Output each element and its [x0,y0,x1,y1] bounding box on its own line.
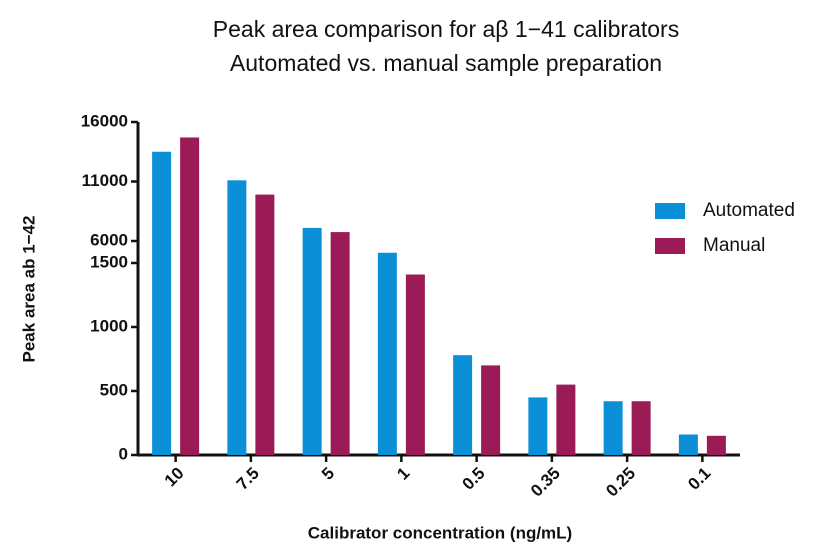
x-axis-label: Calibrator concentration (ng/mL) [308,523,572,542]
bar [227,180,247,455]
y-tick-label: 6000 [90,230,128,249]
bar [152,151,172,455]
bar [706,435,726,455]
y-tick-label: 500 [100,380,128,399]
y-tick-label: 1000 [90,316,128,335]
x-tick-label: 0.5 [458,464,488,494]
x-tick-label: 0.35 [527,464,564,501]
y-tick-label: 11000 [82,171,128,190]
bar [481,365,501,455]
legend-label: Manual [703,235,765,256]
chart-title: Peak area comparison for aβ 1−41 calibra… [213,16,679,42]
y-tick-label: 1500 [90,252,128,271]
bar [405,274,425,455]
x-tick-label: 10 [161,464,188,491]
y-axis-label: Peak area ab 1−42 [19,216,38,363]
legend-swatch [655,238,685,254]
bar [180,137,200,455]
y-tick-label: 0 [119,444,128,463]
chart-subtitle: Automated vs. manual sample preparation [230,50,662,76]
bar [631,401,651,455]
bar [255,194,275,455]
bar [302,227,322,455]
legend-swatch [655,203,685,219]
x-tick-label: 5 [318,464,338,484]
y-tick-label: 16000 [81,111,128,130]
bar [556,384,576,455]
bar [603,401,623,455]
x-tick-label: 7.5 [233,464,263,494]
bar [678,434,698,455]
legend-label: Automated [703,200,795,221]
bar [453,355,473,455]
bar [377,252,397,455]
x-tick-label: 0.1 [684,464,714,494]
x-tick-label: 0.25 [602,464,639,501]
bar [528,397,548,455]
x-tick-label: 1 [393,464,413,484]
bar [330,232,350,455]
